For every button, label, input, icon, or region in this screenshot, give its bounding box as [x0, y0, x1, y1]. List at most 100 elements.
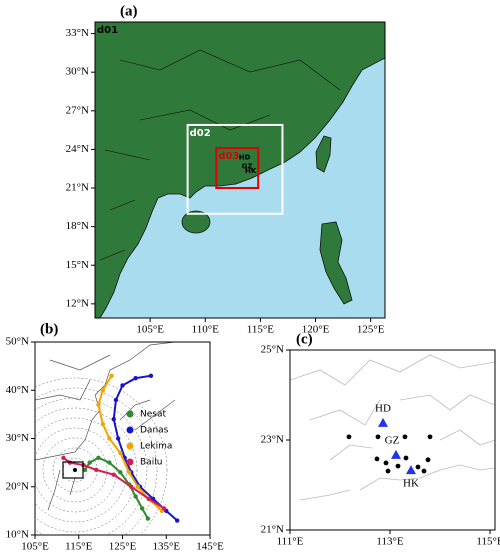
panel-label: (a) — [120, 3, 138, 19]
track-point — [118, 450, 123, 456]
track-point — [133, 494, 138, 499]
x-tick-label: 125°E — [357, 324, 385, 336]
y-tick-label: 33°N — [66, 27, 89, 39]
x-tick-label: 145°E — [196, 541, 224, 552]
y-tick-label: 21°N — [261, 524, 284, 536]
track — [112, 374, 178, 522]
site-label: HK — [403, 478, 419, 490]
y-tick-label: 27°N — [66, 104, 89, 116]
track-point — [148, 373, 154, 378]
y-tick-label: 40°N — [6, 384, 29, 396]
y-tick-label: 21°N — [66, 182, 89, 194]
station — [415, 464, 421, 470]
y-tick-label: 20°N — [6, 480, 29, 492]
station — [402, 434, 408, 440]
x-tick-label: 110°E — [192, 324, 219, 336]
station — [346, 434, 352, 440]
y-tick-label: 12°N — [66, 297, 89, 309]
station — [427, 434, 433, 440]
domain-box — [62, 461, 84, 479]
track — [62, 456, 165, 510]
track-point — [100, 421, 106, 427]
station — [421, 468, 427, 474]
track-point — [109, 373, 114, 378]
track-point — [129, 484, 134, 489]
station — [425, 457, 431, 463]
domain-label: d02 — [190, 128, 211, 139]
y-tick-label: 30°N — [6, 432, 29, 444]
track-point — [115, 436, 121, 441]
site-marker — [391, 449, 401, 459]
track-point — [113, 397, 119, 403]
land — [95, 22, 385, 318]
y-tick-label: 15°N — [66, 259, 89, 271]
site-marker — [378, 417, 388, 427]
site-label: HD — [239, 153, 251, 161]
x-tick-label: 115°E — [65, 541, 92, 552]
track-point — [94, 467, 99, 473]
legend-marker — [126, 442, 134, 450]
track-point — [111, 417, 116, 422]
track-point — [118, 470, 123, 475]
station — [385, 468, 391, 474]
site-label: HK — [245, 167, 257, 175]
x-tick-label: 120°E — [302, 324, 330, 336]
station — [374, 456, 380, 462]
track-point — [96, 402, 101, 407]
domain-label: d03 — [218, 151, 239, 162]
legend-label: Bailu — [140, 458, 162, 468]
domain-box — [215, 147, 260, 190]
site-marker — [406, 465, 416, 475]
site-label: HD — [375, 402, 391, 414]
track-point — [146, 496, 151, 502]
y-tick-label: 18°N — [66, 220, 89, 232]
x-tick-label: 113°E — [376, 536, 403, 548]
outlines-c — [290, 354, 495, 501]
track-point — [82, 467, 88, 473]
y-tick-label: 25°N — [261, 344, 284, 356]
legend-label: Nesat — [140, 410, 166, 420]
tracks — [61, 373, 180, 523]
station — [403, 455, 409, 461]
x-tick-label: 111°E — [277, 536, 304, 548]
track-point — [67, 460, 73, 465]
legend-label: Danas — [140, 426, 169, 436]
y-tick-label: 30°N — [66, 66, 89, 78]
site-label: GZ — [385, 434, 400, 446]
legend-marker — [126, 410, 134, 418]
track-point — [174, 518, 180, 523]
legend-marker — [126, 426, 134, 434]
frame-a — [94, 21, 386, 319]
track-point — [139, 506, 145, 511]
x-tick-label: 115°E — [476, 536, 500, 548]
track-point — [111, 472, 116, 477]
x-tick-label: 105°E — [21, 541, 49, 552]
station — [375, 434, 381, 440]
panel-label: (b) — [40, 321, 58, 337]
domain-box — [186, 123, 284, 215]
track-point — [61, 455, 66, 460]
domain-label: d01 — [97, 25, 118, 36]
y-tick-label: 23°N — [261, 434, 284, 446]
station — [383, 460, 389, 466]
track-point — [161, 506, 167, 511]
site-label: GZ — [242, 163, 253, 171]
x-tick-label: 125°E — [109, 541, 137, 552]
track — [97, 375, 163, 512]
map-b — [35, 342, 210, 535]
station — [395, 463, 401, 469]
track-point — [107, 436, 112, 441]
x-tick-label: 115°E — [247, 324, 274, 336]
x-tick-label: 105°E — [136, 324, 164, 336]
track-point — [126, 470, 132, 475]
y-tick-label: 24°N — [66, 143, 89, 155]
y-tick-label: 50°N — [6, 336, 29, 348]
track-point — [87, 460, 92, 465]
y-tick-label: 10°N — [6, 529, 29, 541]
track-point — [133, 375, 138, 381]
track-point — [96, 455, 101, 460]
map-c — [290, 350, 495, 530]
track-point — [107, 460, 112, 465]
track-point — [135, 484, 141, 489]
